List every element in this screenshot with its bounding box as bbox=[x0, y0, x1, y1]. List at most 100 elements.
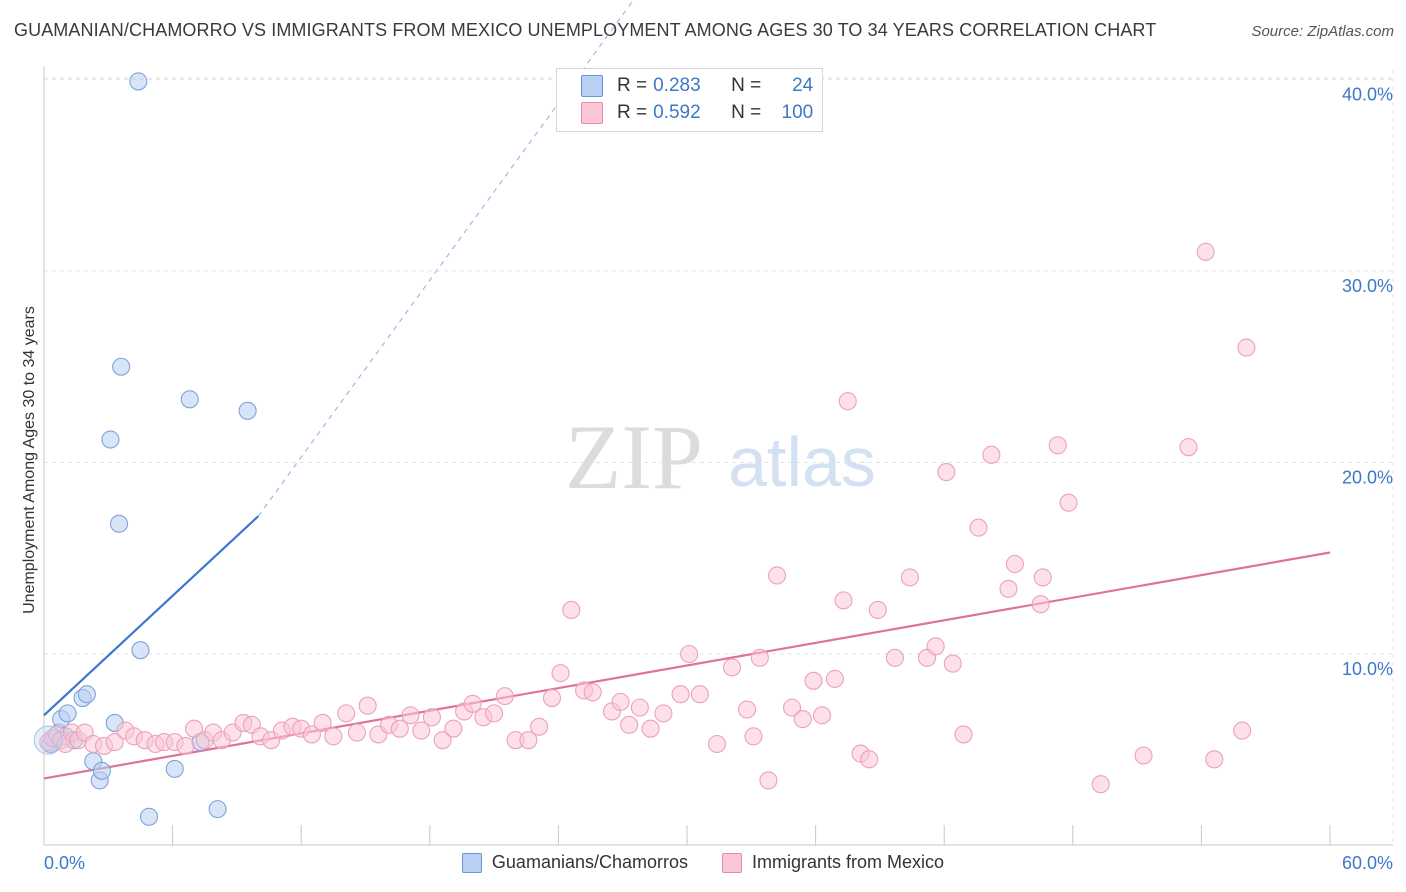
chart-title: GUAMANIAN/CHAMORRO VS IMMIGRANTS FROM ME… bbox=[14, 20, 1157, 40]
point-mexico bbox=[337, 704, 356, 723]
point-mexico bbox=[1005, 554, 1024, 574]
r-value: 0.592 bbox=[653, 102, 701, 123]
point-guamanian bbox=[131, 641, 150, 660]
bottom-legend: Guamanians/Chamorros Immigrants from Mex… bbox=[0, 852, 1406, 873]
point-mexico bbox=[860, 750, 879, 769]
point-mexico bbox=[838, 392, 857, 411]
stats-legend: R = 0.283 N = 24 R = 0.592 N = 100 bbox=[556, 68, 823, 132]
point-mexico bbox=[680, 644, 699, 664]
source-label: Source: ZipAtlas.com bbox=[1251, 23, 1394, 40]
y-tick-label: 40.0% bbox=[1342, 85, 1393, 105]
point-mexico bbox=[937, 463, 956, 482]
point-mexico bbox=[737, 700, 757, 719]
point-mexico bbox=[1031, 595, 1050, 614]
stats-row-guamanian: R = 0.283 N = 24 bbox=[581, 75, 813, 97]
point-guamanian bbox=[139, 807, 159, 826]
point-mexico bbox=[105, 733, 124, 752]
point-mexico bbox=[401, 706, 420, 725]
watermark-zip: ZIP bbox=[565, 406, 703, 508]
point-mexico bbox=[999, 579, 1018, 598]
pink-swatch bbox=[581, 102, 603, 124]
point-guamanian bbox=[129, 72, 148, 91]
point-mexico bbox=[804, 671, 823, 690]
point-mexico bbox=[782, 698, 802, 717]
trend-line-mexico bbox=[43, 551, 1331, 780]
y-tick-label: 20.0% bbox=[1342, 468, 1393, 488]
x-tick-label: 0.0% bbox=[44, 853, 85, 873]
point-mexico bbox=[583, 683, 602, 702]
point-mexico bbox=[433, 731, 452, 750]
point-mexico bbox=[444, 719, 463, 738]
n-label: N = bbox=[731, 102, 762, 123]
point-mexico bbox=[390, 719, 409, 738]
tick-labels: 10.0% 20.0% 30.0% 40.0% 0.0% 60.0% bbox=[44, 85, 1393, 874]
point-mexico bbox=[1033, 568, 1052, 587]
point-mexico bbox=[485, 704, 504, 723]
point-mexico bbox=[463, 694, 482, 713]
point-mexico bbox=[1048, 436, 1067, 455]
point-guamanian bbox=[92, 761, 111, 780]
point-mexico bbox=[1196, 242, 1215, 261]
point-guamanian bbox=[165, 759, 184, 778]
point-mexico bbox=[184, 719, 204, 738]
point-mexico bbox=[302, 725, 321, 744]
point-mexico bbox=[982, 445, 1001, 464]
watermark-atlas: atlas bbox=[728, 423, 876, 501]
point-mexico bbox=[825, 669, 844, 688]
point-mexico bbox=[551, 664, 570, 683]
point-guamanian bbox=[101, 430, 120, 449]
n-value: 100 bbox=[781, 102, 814, 123]
n-value: 24 bbox=[792, 75, 814, 96]
pink-swatch bbox=[722, 852, 743, 873]
blue-swatch bbox=[581, 75, 603, 97]
point-mexico bbox=[562, 600, 581, 620]
point-mexico bbox=[1091, 775, 1110, 794]
point-guamanian bbox=[112, 357, 131, 376]
point-mexico bbox=[519, 731, 538, 750]
y-axis-label: Unemployment Among Ages 30 to 34 years bbox=[21, 306, 38, 614]
legend-item-guamanian[interactable]: Guamanians/Chamorros bbox=[461, 852, 689, 873]
point-mexico bbox=[793, 710, 812, 729]
watermark: ZIP atlas bbox=[565, 406, 876, 508]
point-mexico bbox=[943, 654, 962, 673]
point-mexico bbox=[722, 658, 742, 677]
x-tick-label: 60.0% bbox=[1342, 853, 1393, 873]
point-guamanian bbox=[77, 685, 96, 704]
blue-swatch bbox=[461, 852, 482, 873]
point-mexico bbox=[412, 721, 431, 740]
point-guamanian bbox=[109, 514, 129, 533]
r-label: R = bbox=[617, 102, 648, 123]
point-mexico bbox=[812, 706, 832, 725]
point-mexico bbox=[611, 692, 630, 711]
point-mexico bbox=[542, 688, 562, 708]
point-mexico bbox=[750, 648, 769, 667]
point-mexico bbox=[868, 600, 887, 620]
point-mexico bbox=[1179, 438, 1198, 457]
trend-line-guamanian-extension bbox=[257, 0, 635, 517]
n-label: N = bbox=[731, 75, 762, 96]
point-mexico bbox=[347, 723, 366, 742]
point-mexico bbox=[759, 771, 778, 790]
point-guamanian bbox=[238, 401, 257, 420]
point-mexico bbox=[620, 715, 639, 734]
point-mexico bbox=[1059, 493, 1078, 512]
y-tick-label: 10.0% bbox=[1342, 659, 1393, 679]
point-mexico bbox=[530, 717, 549, 736]
legend-item-mexico[interactable]: Immigrants from Mexico bbox=[722, 852, 944, 873]
point-mexico bbox=[926, 637, 945, 656]
point-mexico bbox=[834, 591, 853, 610]
point-mexico bbox=[900, 568, 919, 587]
legend-label-guamanian: Guamanians/Chamorros bbox=[491, 852, 689, 872]
point-guamanian bbox=[208, 800, 227, 819]
y-tick-label: 30.0% bbox=[1342, 276, 1393, 296]
r-value: 0.283 bbox=[653, 75, 701, 96]
point-mexico bbox=[767, 566, 787, 585]
point-mexico bbox=[690, 685, 709, 704]
point-mexico bbox=[671, 685, 690, 704]
point-guamanian bbox=[180, 390, 199, 409]
legend-label-mexico: Immigrants from Mexico bbox=[752, 852, 945, 872]
axes bbox=[43, 66, 1393, 846]
point-mexico bbox=[744, 727, 763, 746]
stats-row-mexico: R = 0.592 N = 100 bbox=[581, 102, 813, 124]
